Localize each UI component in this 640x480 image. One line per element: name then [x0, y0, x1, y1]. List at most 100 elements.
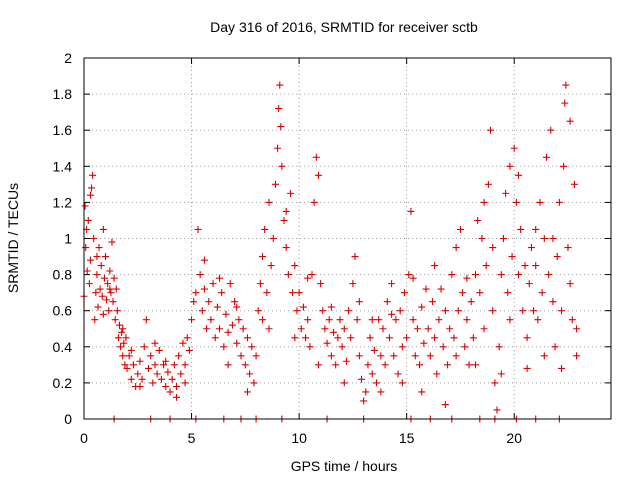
data-point [291, 334, 299, 342]
data-point [203, 325, 211, 333]
data-point [96, 285, 104, 293]
x-tick-label: 5 [188, 430, 196, 446]
data-point [388, 280, 396, 288]
data-point [110, 274, 118, 282]
data-point [183, 334, 191, 342]
data-point [370, 346, 378, 354]
data-point [100, 274, 108, 282]
data-point [549, 235, 557, 242]
data-point [312, 153, 320, 161]
data-point [314, 361, 322, 369]
data-point [478, 235, 486, 242]
data-point [368, 370, 376, 378]
data-point [540, 235, 548, 242]
data-point [398, 379, 406, 387]
data-point [519, 307, 527, 315]
data-point [521, 262, 529, 270]
data-point [122, 334, 130, 342]
x-tick-label: 15 [399, 430, 415, 446]
data-point [566, 117, 574, 125]
data-point [151, 339, 159, 347]
data-point [474, 216, 482, 224]
data-point [295, 289, 303, 297]
data-point [314, 171, 322, 179]
data-point [134, 370, 142, 378]
data-point [364, 361, 372, 369]
data-point [532, 262, 540, 270]
data-point [181, 379, 189, 387]
data-point [431, 334, 439, 342]
data-point [127, 346, 135, 354]
data-point [332, 361, 340, 369]
data-point [368, 316, 376, 324]
data-point [349, 280, 357, 288]
data-point [308, 271, 316, 279]
data-point [441, 401, 449, 409]
data-point [224, 328, 232, 336]
data-point [104, 280, 112, 288]
data-point [553, 253, 561, 261]
data-point [136, 383, 144, 391]
data-point [172, 383, 180, 391]
data-point [282, 207, 290, 215]
data-point [568, 316, 576, 324]
data-point [566, 280, 574, 288]
data-point [254, 307, 262, 315]
data-point [499, 235, 507, 242]
data-point [216, 274, 224, 282]
data-point [302, 334, 310, 342]
data-point [102, 253, 110, 261]
data-point [512, 198, 520, 206]
data-point [241, 361, 249, 369]
data-point [269, 235, 277, 242]
data-point [192, 289, 200, 297]
data-point [98, 292, 106, 300]
data-point [177, 370, 185, 378]
x-tick-label: 0 [80, 430, 88, 446]
data-point [218, 289, 226, 297]
data-point [388, 310, 396, 318]
data-point [330, 328, 338, 336]
data-point [83, 267, 91, 275]
data-point [317, 280, 325, 288]
data-point [542, 153, 550, 161]
data-point [304, 274, 312, 282]
data-point [463, 274, 471, 282]
data-point [321, 325, 329, 333]
data-point [274, 144, 282, 152]
data-point [93, 253, 101, 261]
data-point [123, 364, 131, 372]
chart-title: Day 316 of 2016, SRMTID for receiver sct… [210, 19, 478, 35]
data-point [243, 334, 251, 342]
data-point [263, 289, 271, 297]
data-point [256, 280, 264, 288]
data-point [558, 307, 566, 315]
data-point [81, 202, 89, 210]
data-point [105, 307, 113, 315]
data-point [527, 244, 535, 252]
data-point [401, 289, 409, 297]
data-point [237, 352, 245, 360]
data-point [265, 198, 273, 206]
data-point [355, 352, 363, 360]
data-point [213, 303, 221, 311]
data-point [450, 334, 458, 342]
data-point [489, 307, 497, 315]
data-point [407, 207, 415, 215]
data-point [366, 334, 374, 342]
data-point [353, 316, 361, 324]
data-point [127, 375, 135, 383]
data-point [145, 364, 153, 372]
data-point [377, 352, 385, 360]
data-point [267, 262, 275, 270]
data-point [441, 307, 449, 315]
data-point [181, 361, 189, 369]
data-point [129, 361, 137, 369]
data-point [246, 370, 254, 378]
data-point [452, 244, 460, 252]
data-point [243, 388, 251, 396]
y-tick-label: 0.8 [53, 267, 73, 283]
data-point [209, 280, 217, 288]
data-point [188, 316, 196, 324]
data-point [109, 298, 117, 306]
